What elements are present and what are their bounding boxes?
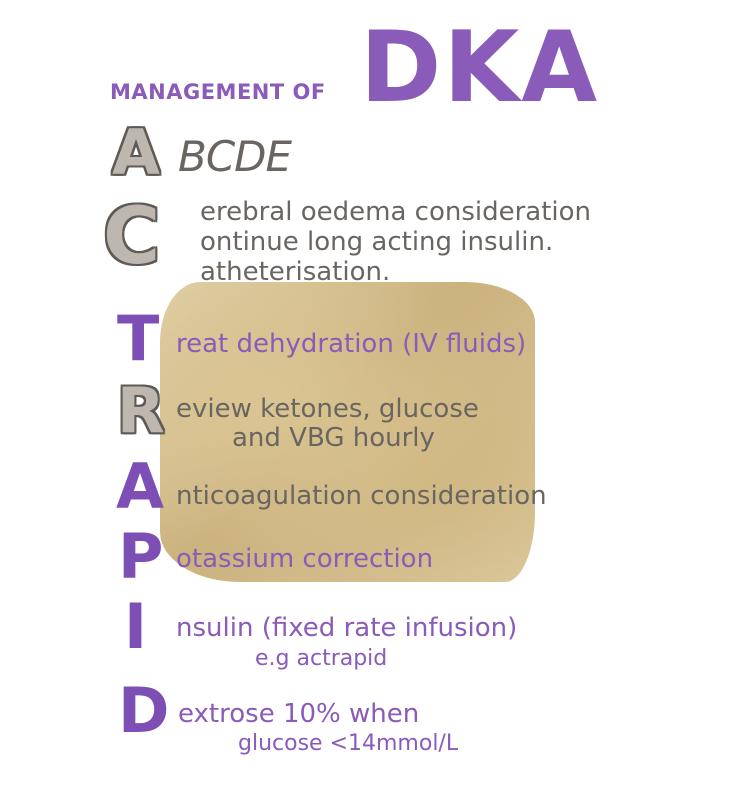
- acronym-letter-c: C: [103, 192, 161, 282]
- acronym-line-p1: otassium correction: [176, 544, 434, 574]
- acronym-line-c3: atheterisation.: [200, 257, 391, 287]
- title-prefix: MANAGEMENT OF: [110, 80, 326, 104]
- acronym-line-a2: nticoagulation consideration: [176, 481, 547, 511]
- acronym-line-t1: reat dehydration (IV fluids): [176, 329, 527, 359]
- acronym-letter-r: R: [117, 374, 165, 447]
- paint-smear-background: [160, 282, 535, 582]
- acronym-letter-d: D: [118, 674, 170, 747]
- acronym-letter-t: T: [117, 302, 160, 375]
- acronym-line-c2: ontinue long acting insulin.: [200, 227, 554, 257]
- acronym-letter-a2: A: [116, 450, 164, 523]
- acronym-line-r1: eview ketones, glucose: [176, 394, 479, 424]
- acronym-letter-p: P: [118, 520, 164, 593]
- acronym-line-abcde: BCDE: [178, 132, 292, 181]
- acronym-line-d2: glucose <14mmol/L: [238, 731, 459, 756]
- acronym-line-d1: extrose 10% when: [178, 699, 420, 729]
- title-main: DKA: [360, 11, 600, 125]
- acronym-letter-i: I: [124, 590, 148, 663]
- acronym-line-r2: and VBG hourly: [232, 423, 435, 453]
- acronym-line-i2: e.g actrapid: [255, 646, 388, 671]
- acronym-letter-a1: A: [112, 116, 160, 189]
- acronym-line-c1: erebral oedema consideration: [200, 197, 592, 227]
- acronym-line-i1: nsulin (fixed rate infusion): [176, 613, 518, 643]
